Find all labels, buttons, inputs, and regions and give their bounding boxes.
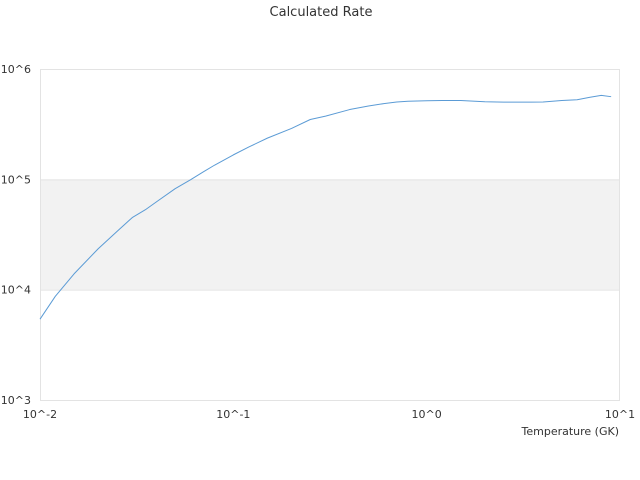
- y-tick-label: 10^3: [1, 394, 31, 407]
- plot-bands: [40, 69, 620, 400]
- chart-title: Calculated Rate: [270, 5, 373, 20]
- y-band: [40, 69, 620, 180]
- x-tick-label: 10^0: [412, 408, 442, 421]
- y-tick-label: 10^4: [1, 284, 31, 297]
- y-band: [40, 179, 620, 290]
- y-tick-label: 10^6: [1, 63, 31, 76]
- y-axis-ticks: 10^3 10^4 10^5 10^6: [1, 63, 31, 407]
- x-tick-label: 10^1: [605, 408, 635, 421]
- series-line: [39, 94, 612, 320]
- plot-series: [39, 94, 612, 320]
- plot-grid: [40, 69, 620, 401]
- x-tick-label: 10^-2: [23, 408, 57, 421]
- x-axis-ticks: 10^-2 10^-1 10^0 10^1: [23, 408, 635, 421]
- y-band: [40, 289, 620, 400]
- x-axis-title: Temperature (GK): [521, 425, 620, 438]
- x-tick-label: 10^-1: [216, 408, 250, 421]
- y-tick-label: 10^5: [1, 173, 31, 186]
